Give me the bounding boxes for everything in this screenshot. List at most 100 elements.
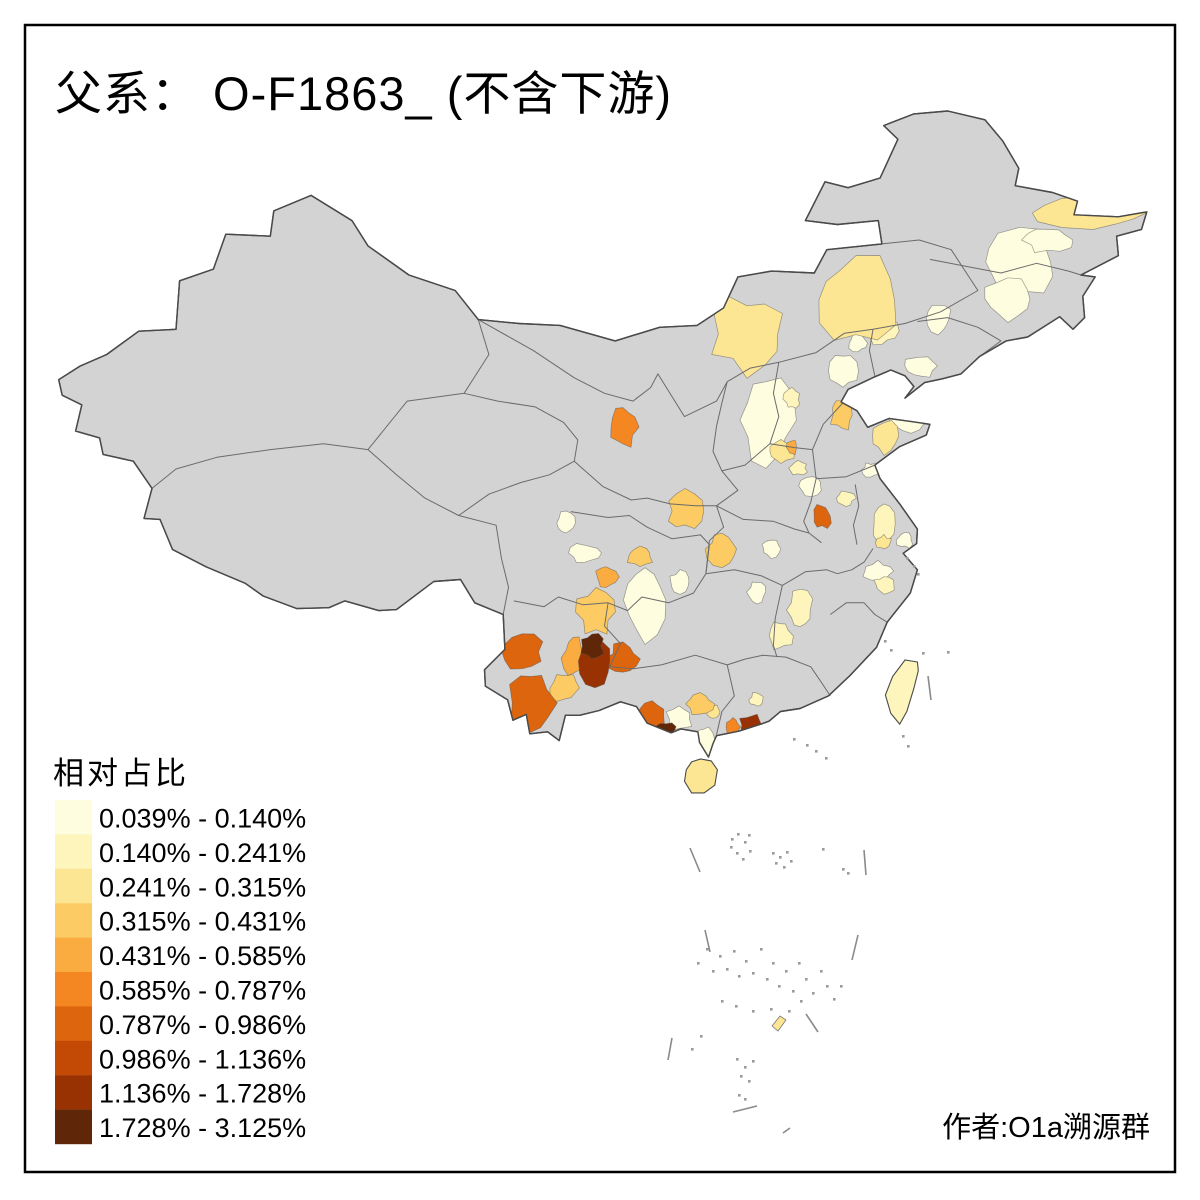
- province-border: [868, 329, 876, 376]
- island-speck: [752, 1010, 755, 1013]
- map-region-patch: [872, 419, 900, 456]
- island-speck: [770, 1008, 773, 1011]
- legend-item-label: 1.136% - 1.728%: [99, 1079, 306, 1109]
- map-region-patch: [627, 545, 653, 567]
- province-border: [573, 460, 717, 507]
- island-speck: [822, 848, 825, 851]
- island-speck: [744, 1098, 747, 1101]
- island-speck: [752, 1060, 755, 1063]
- map-region-patch: [623, 567, 667, 645]
- island-speck: [913, 565, 916, 568]
- island-speck: [792, 990, 795, 993]
- island-speck: [740, 1075, 743, 1078]
- legend-item-label: 0.140% - 0.241%: [99, 838, 306, 868]
- island-speck: [778, 985, 781, 988]
- island-speck: [798, 962, 801, 965]
- island-speck: [805, 978, 808, 981]
- hainan-island: [683, 758, 718, 794]
- province-border: [367, 449, 509, 615]
- island-speck: [840, 985, 843, 988]
- island-speck: [712, 970, 715, 973]
- island-speck: [748, 834, 751, 837]
- island-speck: [785, 970, 788, 973]
- maritime-dash: [851, 934, 859, 961]
- map-region-patch: [568, 543, 602, 563]
- maritime-dash: [732, 1105, 758, 1113]
- province-border: [632, 654, 831, 697]
- maritime-dash: [689, 847, 701, 873]
- province-border: [716, 505, 822, 544]
- maritime-dash: [704, 929, 711, 953]
- map-region-patch: [595, 566, 620, 588]
- map-region-patch: [873, 576, 895, 595]
- map-region-patch: [786, 588, 814, 628]
- island-speck: [825, 757, 828, 760]
- map-region-patch: [669, 569, 690, 595]
- island-speck: [766, 978, 769, 981]
- region-patch-layer: [501, 194, 1147, 757]
- map-region-patch: [556, 510, 576, 534]
- map-region-patch: [782, 386, 800, 409]
- island-speck: [806, 744, 809, 747]
- island-speck: [775, 862, 778, 865]
- legend-swatch: [55, 1006, 92, 1041]
- island-speck: [833, 998, 836, 1001]
- maritime-dash: [782, 1127, 791, 1134]
- legend-swatch: [55, 868, 92, 904]
- map-region-patch: [685, 692, 716, 715]
- map-region-patch: [904, 356, 938, 378]
- province-border: [816, 464, 875, 480]
- map-region-patch: [549, 674, 580, 702]
- mainland-coastline: [58, 110, 1148, 758]
- legend-swatch: [55, 800, 92, 835]
- island-speck: [737, 833, 740, 836]
- island-speck: [847, 872, 850, 875]
- island-speck: [800, 1000, 803, 1003]
- island-speck: [783, 866, 786, 869]
- island-speck: [736, 1058, 739, 1061]
- legend-swatch: [55, 1109, 92, 1145]
- island-speck: [697, 962, 700, 965]
- island-speck: [826, 985, 829, 988]
- island-speck: [731, 838, 734, 841]
- island-speck: [733, 950, 736, 953]
- island-speck: [947, 651, 950, 654]
- legend-item-label: 1.728% - 3.125%: [99, 1113, 306, 1143]
- island-layer: [667, 557, 950, 1134]
- map-region-patch: [828, 355, 859, 388]
- island-speck: [790, 860, 793, 863]
- province-border: [716, 664, 735, 735]
- province-border: [837, 548, 874, 575]
- island-speck: [730, 846, 733, 849]
- map-region-patch: [746, 581, 766, 605]
- map-region-patch: [813, 504, 832, 529]
- map-region-patch: [705, 532, 737, 569]
- island-speck: [745, 960, 748, 963]
- map-region-patch: [818, 255, 897, 341]
- province-border: [458, 392, 579, 516]
- island-speck: [721, 1000, 724, 1003]
- island-speck: [691, 1048, 694, 1051]
- island-speck: [742, 858, 745, 861]
- legend-item-label: 0.986% - 1.136%: [99, 1044, 306, 1074]
- map-region-patch: [761, 539, 782, 560]
- legend-item-label: 0.241% - 0.315%: [99, 872, 306, 902]
- legend-swatch: [55, 937, 92, 973]
- taiwan-island: [884, 659, 919, 726]
- legend-swatch: [55, 1040, 92, 1076]
- legend: 相对占比 0.039% - 0.140% 0.140% - 0.241% 0.241…: [53, 756, 306, 1145]
- legend-swatch: [55, 903, 92, 938]
- island-speck: [736, 852, 739, 855]
- map-title: 父系： O-F1863_ (不含下游): [55, 67, 672, 120]
- legend-item-label: 0.315% - 0.431%: [99, 907, 306, 937]
- legend-swatch: [55, 1075, 92, 1110]
- province-border: [917, 317, 1002, 357]
- island-speck: [884, 640, 887, 643]
- legend-item-label: 0.431% - 0.585%: [99, 941, 306, 971]
- island-speck: [786, 851, 789, 854]
- maritime-dash: [863, 849, 867, 876]
- island-speck: [772, 962, 775, 965]
- map-region-patch: [748, 692, 764, 707]
- legend-item-label: 0.039% - 0.140%: [99, 804, 306, 834]
